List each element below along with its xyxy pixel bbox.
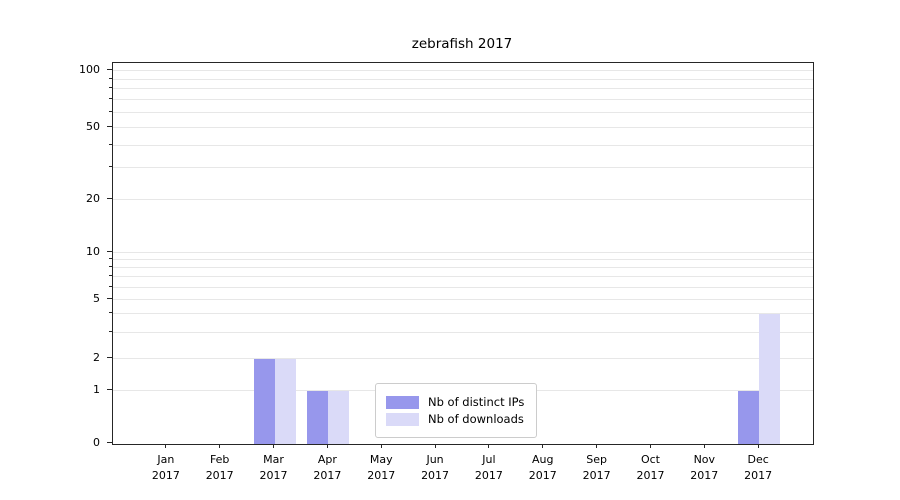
y-minor-tick-mark [109, 98, 112, 100]
y-minor-tick-mark [109, 258, 112, 260]
x-tick-label: Apr 2017 [313, 453, 342, 482]
y-tick-mark [107, 198, 112, 200]
x-tick-label: Oct 2017 [636, 453, 665, 482]
gridline [113, 286, 813, 288]
gridline [113, 112, 813, 114]
x-tick-mark [219, 444, 221, 448]
x-tick-mark [596, 444, 598, 448]
gridline [113, 313, 813, 315]
x-tick-label: Nov 2017 [690, 453, 719, 482]
legend-label-distinct-ips: Nb of distinct IPs [428, 395, 525, 409]
x-tick-label: May 2017 [367, 453, 396, 482]
y-minor-tick-mark [109, 285, 112, 287]
y-tick-mark [107, 389, 112, 391]
x-tick-label: Dec 2017 [744, 453, 773, 482]
x-tick-mark [757, 444, 759, 448]
y-minor-tick-mark [109, 166, 112, 168]
y-tick-mark [107, 297, 112, 299]
gridline [113, 78, 813, 80]
y-minor-tick-mark [109, 312, 112, 314]
y-tick-label: 50 [86, 120, 100, 134]
chart-title: zebrafish 2017 [411, 36, 513, 52]
gridline [113, 252, 813, 254]
gridline [113, 88, 813, 90]
y-tick-mark [107, 442, 112, 443]
x-tick-mark [703, 444, 705, 448]
y-minor-tick-mark [109, 266, 112, 268]
gridline [113, 99, 813, 101]
legend-label-downloads: Nb of downloads [428, 412, 524, 426]
y-tick-label: 1 [93, 383, 100, 397]
x-tick-mark [273, 444, 275, 448]
bar-downloads [759, 314, 781, 444]
x-tick-label: Mar 2017 [259, 453, 288, 482]
y-minor-tick-mark [109, 111, 112, 113]
gridline [113, 70, 813, 72]
y-tick-label: 10 [86, 245, 100, 259]
legend-entry-distinct-ips: Nb of distinct IPs [386, 395, 524, 409]
x-tick-mark [165, 444, 167, 448]
plot-area: Nb of distinct IPs Nb of downloads [112, 62, 814, 445]
x-tick-mark [326, 444, 328, 448]
y-minor-tick-mark [109, 77, 112, 79]
y-tick-label: 0 [93, 436, 100, 449]
x-tick-mark [380, 444, 382, 448]
legend-swatch-distinct-ips [386, 395, 419, 409]
bar-downloads [274, 359, 296, 444]
bar-distinct-ips [307, 391, 329, 444]
gridline [113, 276, 813, 278]
gridline [113, 331, 813, 333]
bar-downloads [328, 391, 350, 444]
y-tick-mark [107, 357, 112, 359]
gridline [113, 259, 813, 261]
y-axis-ticks [104, 62, 112, 443]
x-tick-mark [649, 444, 651, 448]
x-tick-label: Jan 2017 [151, 453, 180, 482]
gridline [113, 167, 813, 169]
gridline [113, 267, 813, 269]
x-tick-label: Sep 2017 [582, 453, 611, 482]
y-minor-tick-mark [109, 275, 112, 277]
y-minor-tick-mark [109, 87, 112, 89]
x-tick-mark [542, 444, 544, 448]
bar-distinct-ips [738, 391, 760, 444]
y-tick-label: 20 [86, 192, 100, 206]
gridline [113, 127, 813, 129]
gridline [113, 144, 813, 146]
y-minor-tick-mark [109, 330, 112, 332]
legend-swatch-downloads [386, 412, 419, 426]
y-axis-labels: 0 1 2 5 10 20 50 100 [0, 62, 100, 449]
y-minor-tick-mark [109, 143, 112, 145]
legend: Nb of distinct IPs Nb of downloads [375, 383, 538, 438]
x-tick-mark [434, 444, 436, 448]
x-tick-label: Jul 2017 [474, 453, 503, 482]
y-tick-label: 2 [93, 351, 100, 365]
bar-distinct-ips [253, 359, 275, 444]
x-tick-mark [488, 444, 490, 448]
y-tick-label: 5 [93, 291, 100, 305]
x-tick-label: Feb 2017 [205, 453, 234, 482]
x-tick-label: Jun 2017 [421, 453, 450, 482]
x-axis-ticks [112, 444, 812, 449]
y-tick-mark [107, 69, 112, 71]
y-tick-label: 100 [79, 63, 100, 77]
legend-entry-downloads: Nb of downloads [386, 412, 524, 426]
gridline [113, 358, 813, 360]
x-axis-labels: Jan 2017 Feb 2017 Mar 2017 Apr 2017 May 2017… [112, 452, 812, 486]
y-tick-mark [107, 126, 112, 128]
x-tick-label: Aug 2017 [528, 453, 557, 482]
gridline [113, 199, 813, 201]
gridline [113, 298, 813, 300]
y-tick-mark [107, 251, 112, 253]
